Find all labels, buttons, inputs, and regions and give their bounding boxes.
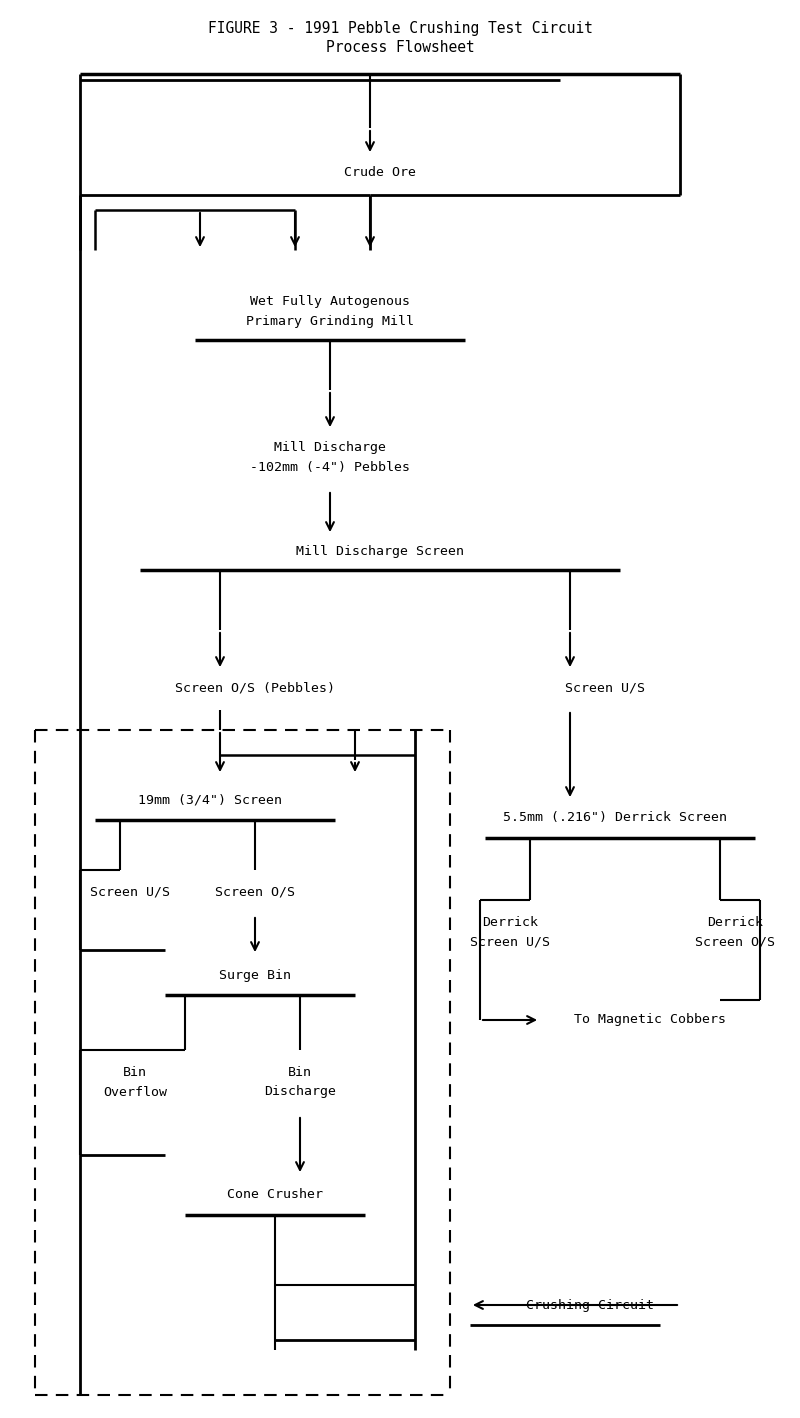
- Text: Wet Fully Autogenous: Wet Fully Autogenous: [250, 295, 410, 309]
- Text: Screen U/S: Screen U/S: [90, 885, 170, 899]
- Text: -102mm (-4") Pebbles: -102mm (-4") Pebbles: [250, 461, 410, 475]
- Text: Screen O/S (Pebbles): Screen O/S (Pebbles): [175, 682, 335, 695]
- Text: Overflow: Overflow: [103, 1086, 167, 1099]
- Text: FIGURE 3 - 1991 Pebble Crushing Test Circuit: FIGURE 3 - 1991 Pebble Crushing Test Cir…: [207, 20, 593, 35]
- Text: Derrick: Derrick: [482, 916, 538, 929]
- Text: Surge Bin: Surge Bin: [219, 968, 291, 981]
- Text: Bin: Bin: [123, 1065, 147, 1079]
- Text: Process Flowsheet: Process Flowsheet: [326, 41, 474, 55]
- Text: Primary Grinding Mill: Primary Grinding Mill: [246, 315, 414, 329]
- Text: Screen O/S: Screen O/S: [695, 936, 775, 949]
- Text: Discharge: Discharge: [264, 1086, 336, 1099]
- Text: Mill Discharge Screen: Mill Discharge Screen: [296, 546, 464, 559]
- Text: Crude Ore: Crude Ore: [344, 166, 416, 179]
- Text: Screen U/S: Screen U/S: [470, 936, 550, 949]
- Text: To Magnetic Cobbers: To Magnetic Cobbers: [574, 1014, 726, 1027]
- Text: Screen O/S: Screen O/S: [215, 885, 295, 899]
- Text: 19mm (3/4") Screen: 19mm (3/4") Screen: [138, 794, 282, 807]
- Text: Crushing Circuit: Crushing Circuit: [526, 1299, 654, 1312]
- Text: Cone Crusher: Cone Crusher: [227, 1188, 323, 1201]
- Text: Screen U/S: Screen U/S: [565, 682, 645, 695]
- Text: 5.5mm (.216") Derrick Screen: 5.5mm (.216") Derrick Screen: [503, 811, 727, 824]
- Text: Derrick: Derrick: [707, 916, 763, 929]
- Text: Bin: Bin: [288, 1065, 312, 1079]
- Text: Mill Discharge: Mill Discharge: [274, 441, 386, 455]
